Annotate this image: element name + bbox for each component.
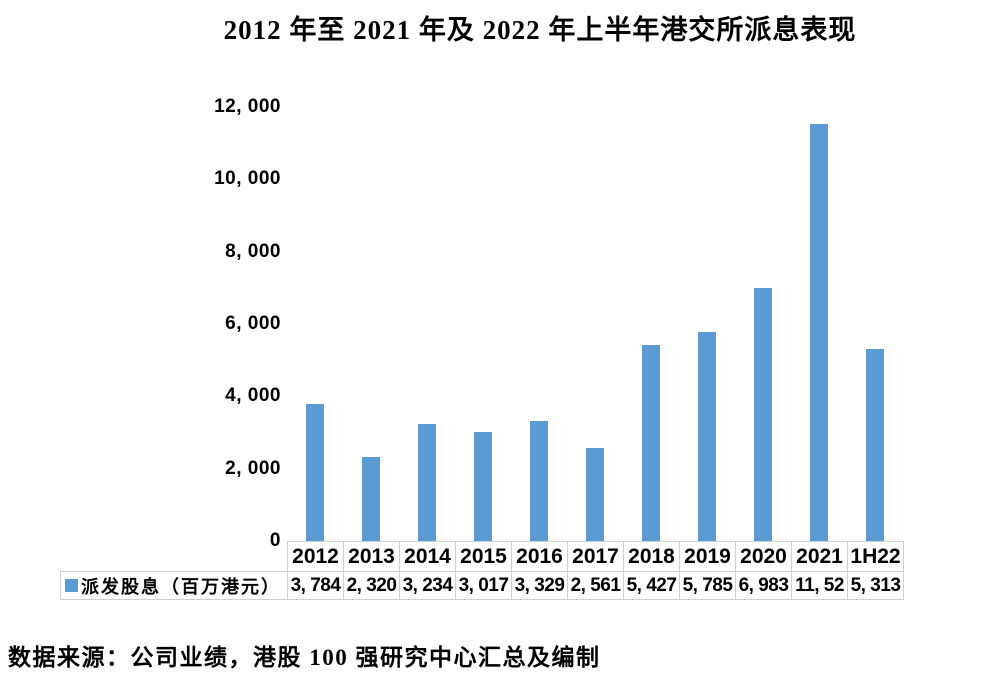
data-value-cell: 5, 785 bbox=[679, 571, 736, 600]
x-axis-category-cell: 2019 bbox=[679, 541, 736, 572]
x-axis-category-cell: 2020 bbox=[735, 541, 792, 572]
x-axis-category-cell: 2014 bbox=[399, 541, 456, 572]
data-value-cell: 11, 52 bbox=[791, 571, 848, 600]
x-axis-category-cell: 2013 bbox=[343, 541, 400, 572]
bar-2016 bbox=[530, 421, 548, 541]
data-value-cell: 2, 561 bbox=[567, 571, 624, 600]
bar-2021 bbox=[810, 124, 828, 541]
x-axis-category-cell: 2016 bbox=[511, 541, 568, 572]
legend-cell: 派发股息（百万港元） bbox=[60, 571, 288, 600]
bar-2015 bbox=[474, 432, 492, 541]
bar-2017 bbox=[586, 448, 604, 541]
y-axis-tick-label: 0 bbox=[269, 530, 281, 551]
x-axis-category-cell: 2012 bbox=[287, 541, 344, 572]
bar-2013 bbox=[362, 457, 380, 541]
bar-2012 bbox=[306, 404, 324, 541]
bar-1H22 bbox=[866, 349, 884, 541]
x-axis-category-cell: 2015 bbox=[455, 541, 512, 572]
data-value-cell: 5, 427 bbox=[623, 571, 680, 600]
bar-2020 bbox=[754, 288, 772, 541]
data-value-cell: 3, 017 bbox=[455, 571, 512, 600]
y-axis-tick-label: 2, 000 bbox=[225, 457, 281, 479]
data-value-cell: 5, 313 bbox=[847, 571, 904, 600]
data-value-cell: 3, 784 bbox=[287, 571, 344, 600]
legend-label: 派发股息（百万港元） bbox=[81, 576, 281, 597]
bar-2014 bbox=[418, 424, 436, 541]
y-axis-tick-label: 4, 000 bbox=[225, 385, 281, 407]
x-axis-table-row: 2012 2013 2014 2015 2016 2017 2018 2019 2020 2021… bbox=[287, 541, 904, 572]
data-source-note: 数据来源：公司业绩，港股 100 强研究中心汇总及编制 bbox=[8, 645, 601, 670]
bar-2018 bbox=[642, 345, 660, 541]
data-value-cell: 3, 329 bbox=[511, 571, 568, 600]
bar-2019 bbox=[698, 332, 716, 541]
data-value-cell: 3, 234 bbox=[399, 571, 456, 600]
y-axis-tick-label: 12, 000 bbox=[214, 96, 281, 117]
x-axis-category-cell: 2021 bbox=[791, 541, 848, 572]
legend-swatch-icon bbox=[65, 579, 78, 592]
data-value-cell: 2, 320 bbox=[343, 571, 400, 600]
y-axis-tick-label: 10, 000 bbox=[214, 168, 281, 190]
x-axis-category-cell: 1H22 bbox=[847, 541, 904, 572]
chart-title: 2012 年至 2021 年及 2022 年上半年港交所派息表现 bbox=[223, 15, 857, 45]
y-axis-tick-label: 6, 000 bbox=[225, 313, 281, 334]
data-table-row: 派发股息（百万港元） 3, 784 2, 320 3, 234 3, 017 3, 32… bbox=[60, 571, 904, 600]
data-value-cell: 6, 983 bbox=[735, 571, 792, 600]
x-axis-category-cell: 2018 bbox=[623, 541, 680, 572]
x-axis-category-cell: 2017 bbox=[567, 541, 624, 572]
y-axis-tick-label: 8, 000 bbox=[225, 240, 281, 262]
